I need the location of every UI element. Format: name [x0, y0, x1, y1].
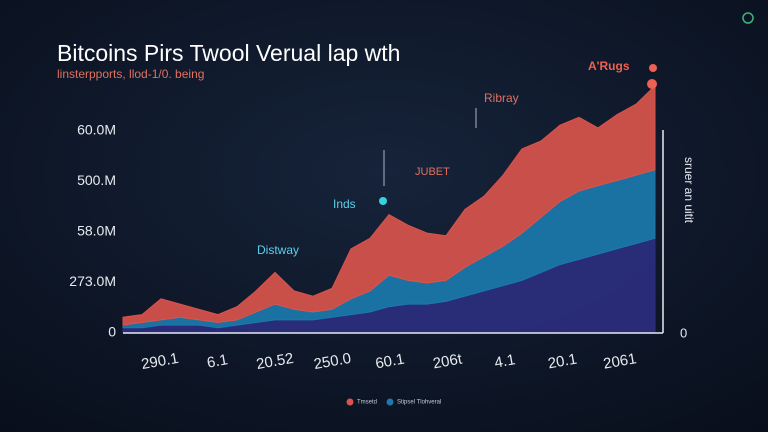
right-axis-zero: 0 — [680, 325, 687, 340]
chart-subtitle: linsterpports, llod-1/0. being — [57, 67, 204, 81]
legend-swatch — [346, 398, 354, 406]
legend-label: Stipsel Tlohveral — [397, 400, 441, 406]
x-axis-label: 206t — [432, 350, 465, 372]
x-axis-label: 60.1 — [374, 351, 406, 373]
annotation: A'Rugs — [588, 59, 630, 73]
x-axis-label: 290.1 — [140, 350, 180, 373]
annotation: Distway — [257, 243, 299, 257]
corner-icon — [742, 12, 754, 24]
annotation: Inds — [333, 197, 356, 211]
y-axis-label: 58.0M — [77, 223, 116, 239]
legend-label: Tmsetd — [357, 400, 377, 406]
x-axis-label: 20.52 — [255, 350, 295, 373]
annotation-dot — [647, 79, 657, 89]
area — [122, 84, 656, 326]
legend-swatch — [386, 398, 394, 406]
y-axis-label: 60.0M — [77, 122, 116, 138]
x-axis-label: 6.1 — [206, 351, 229, 371]
x-axis-label: 4.1 — [493, 351, 516, 371]
annotation-dot — [379, 197, 387, 205]
x-axis-label: 2061 — [602, 350, 638, 373]
y-axis-label: 0 — [108, 324, 116, 340]
right-axis-label: sruer an uitit — [682, 157, 696, 224]
y-axis-label: 273.0M — [69, 273, 116, 289]
annotation: JUBET — [415, 166, 450, 178]
y-axis-label: 500.M — [77, 172, 116, 188]
annotation: Ribray — [484, 91, 519, 105]
x-axis-label: 250.0 — [312, 350, 352, 373]
annotation-dot — [649, 64, 657, 72]
chart-title: Bitcoins Pirs Twool Verual lap wth — [57, 40, 400, 66]
x-axis-label: 20.1 — [547, 351, 579, 373]
